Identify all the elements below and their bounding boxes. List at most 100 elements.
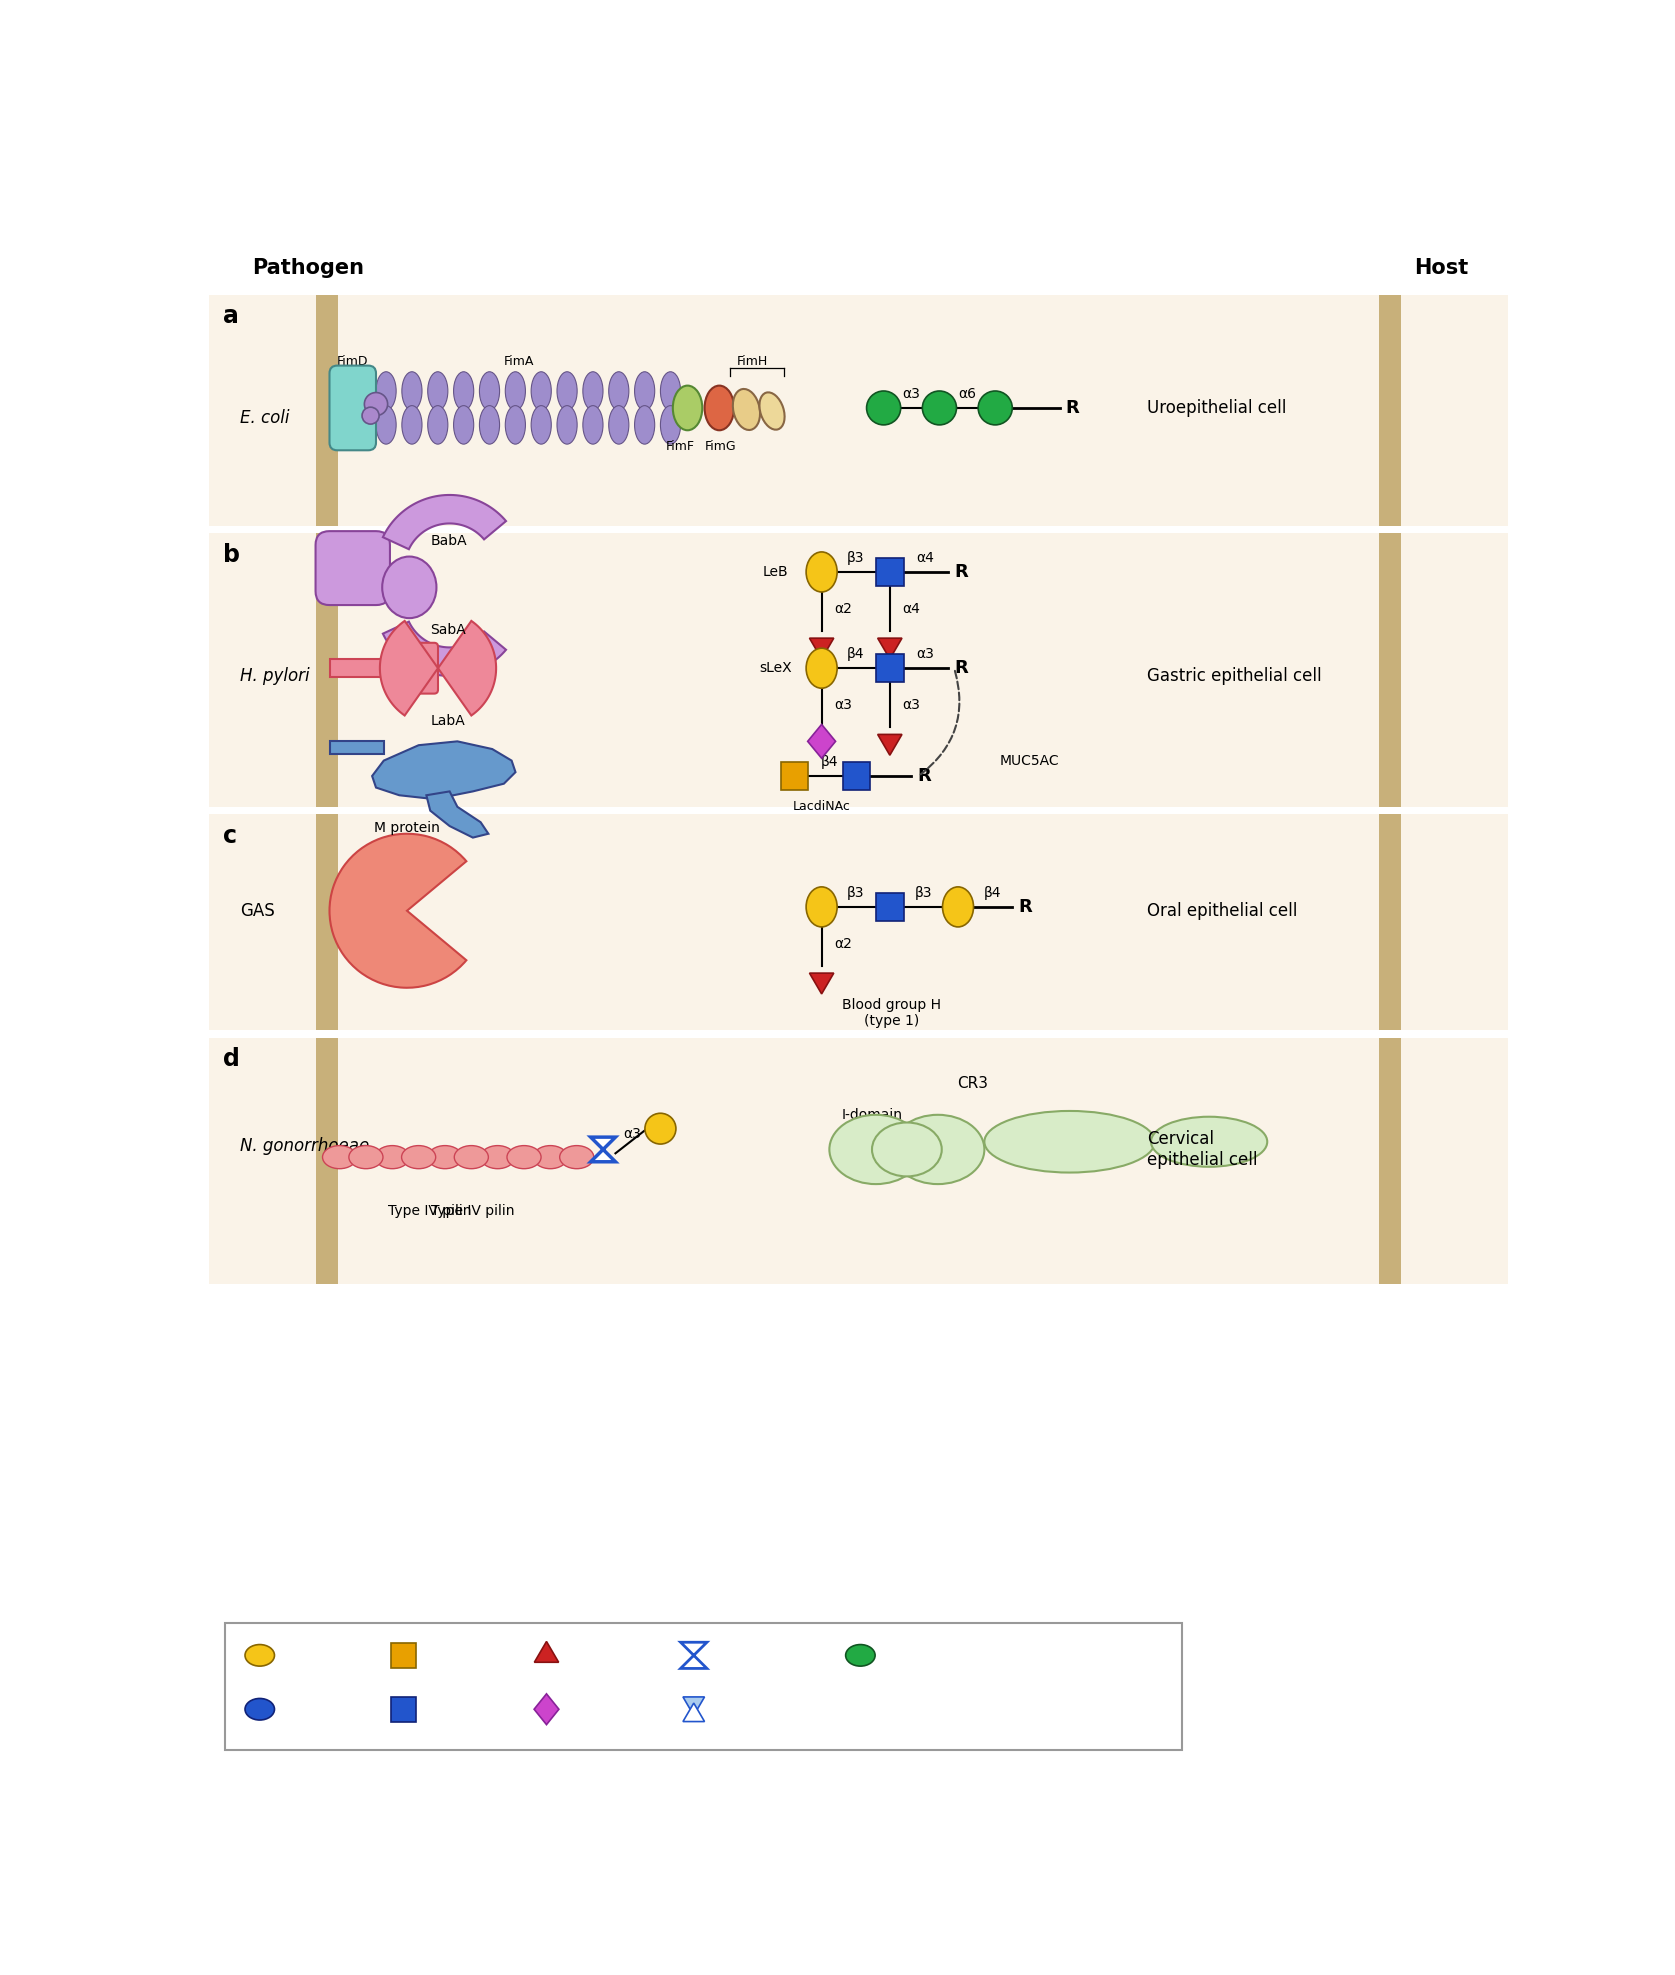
Text: LeB: LeB: [762, 565, 787, 579]
Text: β3: β3: [848, 551, 864, 565]
Ellipse shape: [558, 371, 578, 411]
Ellipse shape: [635, 405, 655, 444]
Ellipse shape: [382, 557, 437, 618]
Text: GlcA: GlcA: [714, 1702, 749, 1716]
Bar: [224, 1623, 1183, 1750]
Text: Man: Man: [881, 1647, 913, 1663]
Ellipse shape: [481, 1146, 514, 1169]
Text: α2: α2: [834, 936, 853, 950]
Text: R: R: [916, 766, 931, 784]
Ellipse shape: [402, 371, 422, 411]
Ellipse shape: [943, 887, 973, 926]
Ellipse shape: [806, 551, 838, 592]
Ellipse shape: [531, 405, 551, 444]
Text: Gastric epithelial cell: Gastric epithelial cell: [1147, 668, 1322, 685]
Bar: [876, 893, 905, 920]
Ellipse shape: [402, 1146, 436, 1169]
Ellipse shape: [506, 371, 526, 411]
Polygon shape: [384, 496, 506, 549]
Polygon shape: [878, 735, 901, 754]
Bar: [330, 741, 384, 754]
Ellipse shape: [348, 1146, 384, 1169]
Text: E. coli: E. coli: [241, 409, 290, 427]
Ellipse shape: [375, 405, 397, 444]
Text: Neu5Ac: Neu5Ac: [564, 1702, 623, 1716]
Polygon shape: [809, 974, 834, 993]
Wedge shape: [330, 833, 466, 988]
Ellipse shape: [660, 371, 680, 411]
Text: Gal: Gal: [280, 1647, 305, 1663]
Bar: [843, 762, 871, 790]
Text: c: c: [223, 824, 238, 847]
Ellipse shape: [427, 371, 447, 411]
Ellipse shape: [479, 371, 499, 411]
Ellipse shape: [245, 1698, 275, 1720]
Text: Fuc: Fuc: [564, 1647, 591, 1663]
Ellipse shape: [608, 405, 628, 444]
Ellipse shape: [402, 405, 422, 444]
Bar: [317, 533, 338, 808]
Ellipse shape: [479, 405, 499, 444]
Bar: [781, 762, 809, 790]
Ellipse shape: [323, 1146, 357, 1169]
Ellipse shape: [1151, 1116, 1268, 1167]
FancyBboxPatch shape: [315, 531, 390, 604]
Circle shape: [978, 391, 1012, 425]
Ellipse shape: [245, 1645, 275, 1667]
Ellipse shape: [454, 1146, 489, 1169]
Ellipse shape: [558, 405, 578, 444]
Polygon shape: [534, 1641, 559, 1663]
Text: GalNAc: GalNAc: [422, 1647, 477, 1663]
Text: R: R: [1018, 899, 1032, 916]
Text: GlcNAc: GlcNAc: [422, 1702, 476, 1716]
Text: Glc: Glc: [280, 1702, 305, 1716]
Text: Pathogen: Pathogen: [251, 259, 363, 278]
FancyBboxPatch shape: [392, 642, 437, 693]
Ellipse shape: [873, 1122, 941, 1177]
Bar: [876, 559, 905, 587]
Text: M protein: M protein: [374, 822, 441, 835]
Ellipse shape: [531, 371, 551, 411]
Text: FimD: FimD: [337, 356, 368, 367]
Text: β4: β4: [848, 648, 864, 662]
Ellipse shape: [583, 405, 603, 444]
Bar: [209, 294, 1508, 525]
Bar: [209, 1037, 1508, 1284]
Ellipse shape: [375, 1146, 409, 1169]
Text: diNAcBac: diNAcBac: [714, 1647, 786, 1663]
Ellipse shape: [891, 1114, 985, 1185]
Text: BabA: BabA: [430, 533, 467, 549]
Text: FimH: FimH: [737, 356, 767, 367]
Circle shape: [923, 391, 956, 425]
Bar: [1379, 1037, 1400, 1284]
Text: sLeX: sLeX: [759, 662, 792, 675]
Text: FimA: FimA: [504, 356, 534, 367]
Polygon shape: [534, 1695, 559, 1724]
Bar: [209, 533, 1508, 808]
Text: Blood group H
(type 1): Blood group H (type 1): [843, 997, 941, 1029]
Ellipse shape: [985, 1112, 1154, 1173]
Ellipse shape: [846, 1645, 874, 1667]
Text: SabA: SabA: [430, 622, 466, 636]
Ellipse shape: [608, 371, 628, 411]
Bar: [390, 1697, 415, 1722]
Text: FimF: FimF: [667, 440, 695, 452]
Polygon shape: [683, 1697, 705, 1716]
Text: R = any underlying linkage: R = any underlying linkage: [861, 1702, 1092, 1716]
Ellipse shape: [454, 405, 474, 444]
Ellipse shape: [559, 1146, 593, 1169]
Ellipse shape: [806, 648, 838, 687]
Text: α2: α2: [834, 602, 853, 616]
Bar: [1379, 294, 1400, 525]
Bar: [209, 814, 1508, 1031]
Text: R: R: [955, 563, 968, 581]
Polygon shape: [591, 1138, 615, 1161]
Polygon shape: [680, 1643, 707, 1669]
Ellipse shape: [806, 887, 838, 926]
Ellipse shape: [533, 1146, 568, 1169]
Polygon shape: [384, 622, 506, 675]
Text: N. gonorrhoeae: N. gonorrhoeae: [241, 1136, 370, 1155]
Polygon shape: [380, 620, 437, 715]
Ellipse shape: [673, 385, 702, 431]
Text: β4: β4: [821, 754, 838, 768]
